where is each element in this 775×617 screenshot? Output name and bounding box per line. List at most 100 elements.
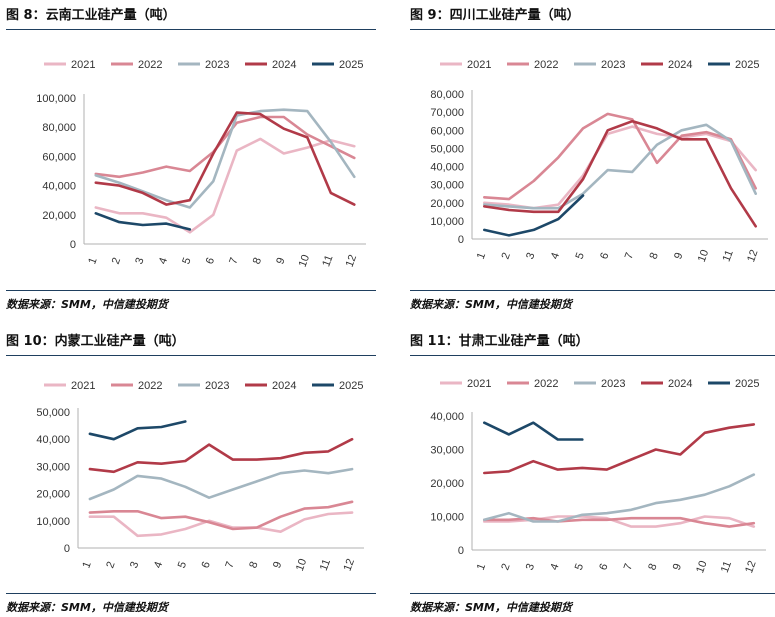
line-chart-gansu: 2021 2022 2023 2024 2025 0 10,000 20,000 30,000 4… [430,378,766,575]
legend-label-2021: 2021 [71,380,95,392]
y-tick-label: 20,000 [36,489,70,501]
x-tick-label: 5 [176,560,189,570]
x-tick-label: 4 [549,251,562,261]
x-tick-label: 7 [223,560,236,570]
x-tick-label: 2 [104,560,117,570]
legend-label-2021: 2021 [467,378,491,390]
legend-label-2023: 2023 [601,59,625,71]
y-tick-label: 80,000 [430,89,464,101]
x-tick-label: 8 [646,562,659,572]
series-line-2021 [483,125,757,210]
source-note: 数据来源：SMM，中信建投期货 [410,298,572,311]
x-tick-label: 8 [247,560,260,570]
legend-label-2022: 2022 [138,59,162,71]
legend-label-2024: 2024 [668,378,692,390]
x-tick-label: 7 [227,256,240,266]
legend-label-2021: 2021 [71,59,95,71]
chart-title: 图 8：云南工业硅产量（吨） [6,8,176,23]
x-tick-label: 12 [342,557,357,573]
line-chart-sichuan: 2021 2022 2023 2024 2025 0 10,000 20,000 30,000 4… [430,59,768,264]
x-tick-label: 8 [251,256,264,266]
chart-title: 图 11：甘肃工业硅产量（吨） [410,334,589,349]
title-underline [6,29,376,30]
x-tick-label: 2 [499,251,512,261]
title-underline [410,29,775,30]
x-tick-label: 6 [598,251,611,261]
line-chart-yunnan: 2021 2022 2023 2024 2025 0 20,000 40,000 60,000 8… [36,59,366,269]
y-tick-label: 40,000 [36,434,70,446]
series-line-2025 [483,194,585,237]
series-line-2023 [94,108,356,209]
x-tick-label: 9 [271,560,284,570]
legend-label-2022: 2022 [534,378,558,390]
y-tick-label: 10,000 [430,512,464,524]
source-rule [6,290,376,291]
series-line-2021 [94,137,356,234]
x-tick-label: 1 [475,562,488,572]
x-tick-label: 4 [157,256,170,266]
y-tick-label: 70,000 [430,107,464,119]
source-rule [410,593,775,594]
legend-label-2024: 2024 [668,59,692,71]
legend-label-2025: 2025 [339,59,363,71]
source-note: 数据来源：SMM，中信建投期货 [6,298,168,311]
series-line-2022 [483,112,757,201]
x-tick-label: 4 [548,562,561,572]
x-tick-label: 12 [745,248,760,264]
series-line-2024 [483,119,757,228]
chart-panel-yunnan: 图 8：云南工业硅产量（吨） 2021 2022 2023 2024 2025 0 20,0… [6,4,376,314]
y-tick-label: 30,000 [430,180,464,192]
y-tick-label: 20,000 [42,210,76,222]
series-line-2025 [483,421,584,441]
x-tick-label: 1 [86,256,99,266]
source-note: 数据来源：SMM，中信建投期货 [6,601,168,614]
source-rule [410,290,775,291]
series-line-2024 [483,423,756,475]
y-tick-label: 0 [458,545,464,557]
y-tick-label: 0 [70,239,76,251]
y-tick-label: 40,000 [430,162,464,174]
x-tick-label: 6 [200,560,213,570]
x-tick-label: 9 [274,256,287,266]
source-rule [6,593,376,594]
y-tick-label: 10,000 [430,216,464,228]
legend-label-2025: 2025 [339,380,363,392]
y-tick-label: 0 [64,543,70,555]
y-tick-label: 20,000 [430,198,464,210]
x-tick-label: 2 [499,562,512,572]
x-tick-label: 3 [133,256,146,266]
x-tick-label: 5 [573,562,586,572]
x-tick-label: 7 [623,251,636,261]
x-tick-label: 2 [110,256,123,266]
series-line-2023 [483,473,756,523]
x-tick-label: 10 [294,557,309,573]
chart-title: 图 10：内蒙工业硅产量（吨） [6,334,185,349]
x-tick-label: 1 [80,560,93,570]
y-tick-label: 0 [458,234,464,246]
series-line-2024 [88,437,354,474]
y-tick-label: 10,000 [36,516,70,528]
y-tick-label: 100,000 [36,93,76,105]
series-line-2024 [94,111,356,206]
legend-label-2024: 2024 [272,59,296,71]
series-line-2022 [94,115,356,179]
x-tick-label: 9 [671,562,684,572]
series-line-2022 [483,516,756,528]
chart-panel-gansu: 图 11：甘肃工业硅产量（吨） 2021 2022 2023 2024 2025 0 10,… [410,330,775,617]
legend-label-2025: 2025 [735,378,759,390]
y-tick-label: 80,000 [42,122,76,134]
source-note: 数据来源：SMM，中信建投期货 [410,601,572,614]
series-line-2023 [88,467,354,501]
y-tick-label: 30,000 [36,461,70,473]
x-tick-label: 11 [318,558,333,573]
series-line-2023 [483,123,757,210]
x-tick-label: 8 [647,251,660,261]
x-tick-label: 9 [672,251,685,261]
y-tick-label: 40,000 [430,411,464,423]
x-tick-label: 4 [152,560,165,570]
x-tick-label: 11 [721,249,736,264]
legend-label-2023: 2023 [205,380,229,392]
x-tick-label: 11 [320,254,335,269]
legend-label-2023: 2023 [205,59,229,71]
legend-label-2021: 2021 [467,59,491,71]
